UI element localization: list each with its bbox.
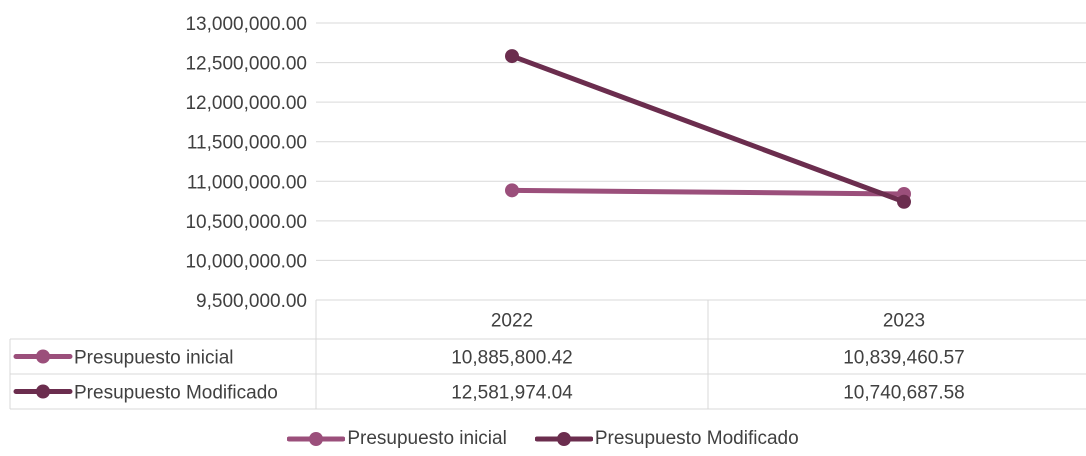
legend-label: Presupuesto Modificado (594, 428, 799, 449)
y-tick-label: 9,500,000.00 (196, 291, 307, 312)
table-header-cell: 2023 (883, 311, 925, 332)
y-tick-label: 11,000,000.00 (187, 172, 307, 193)
legend-label: Presupuesto inicial (347, 428, 507, 449)
data-point (505, 49, 519, 64)
row-series-label: Presupuesto inicial (74, 348, 233, 369)
gridlines (316, 22, 1086, 301)
y-tick-label: 12,500,000.00 (185, 54, 307, 75)
data-point (897, 194, 911, 209)
legend-item-presupuesto-modificado[interactable]: Presupuesto Modificado (534, 428, 799, 450)
y-tick-label: 11,500,000.00 (187, 133, 307, 154)
legend-marker-icon (287, 432, 346, 446)
table-value-cell: 10,740,687.58 (843, 383, 965, 404)
table-header-cell: 2022 (491, 311, 533, 332)
y-tick-label: 10,500,000.00 (185, 212, 307, 233)
data-point (505, 183, 519, 198)
row-key-marker (36, 349, 50, 364)
legend: Presupuesto inicial Presupuesto Modifica… (0, 424, 1086, 454)
series-line (509, 53, 907, 205)
table-value-cell: 12,581,974.04 (451, 383, 573, 404)
row-series-label: Presupuesto Modificado (74, 383, 278, 404)
y-tick-label: 13,000,000.00 (185, 14, 307, 35)
table-value-cell: 10,839,460.57 (843, 348, 965, 369)
row-key-marker (36, 384, 50, 399)
series-lines (505, 49, 911, 209)
data-table: 2022 2023 Presupuesto inicial 10,885,800.42… (9, 299, 1086, 410)
line-chart: 13,000,000.00 12,500,000.00 12,000,000.00 1… (9, 14, 1086, 410)
legend-item-presupuesto-inicial[interactable]: Presupuesto inicial (287, 428, 507, 450)
y-tick-label: 10,000,000.00 (185, 251, 307, 272)
y-tick-label: 12,000,000.00 (185, 93, 307, 114)
legend-marker-icon (534, 432, 593, 446)
series-line (509, 187, 907, 197)
y-axis: 13,000,000.00 12,500,000.00 12,000,000.00 1… (185, 14, 307, 312)
table-value-cell: 10,885,800.42 (451, 348, 573, 369)
